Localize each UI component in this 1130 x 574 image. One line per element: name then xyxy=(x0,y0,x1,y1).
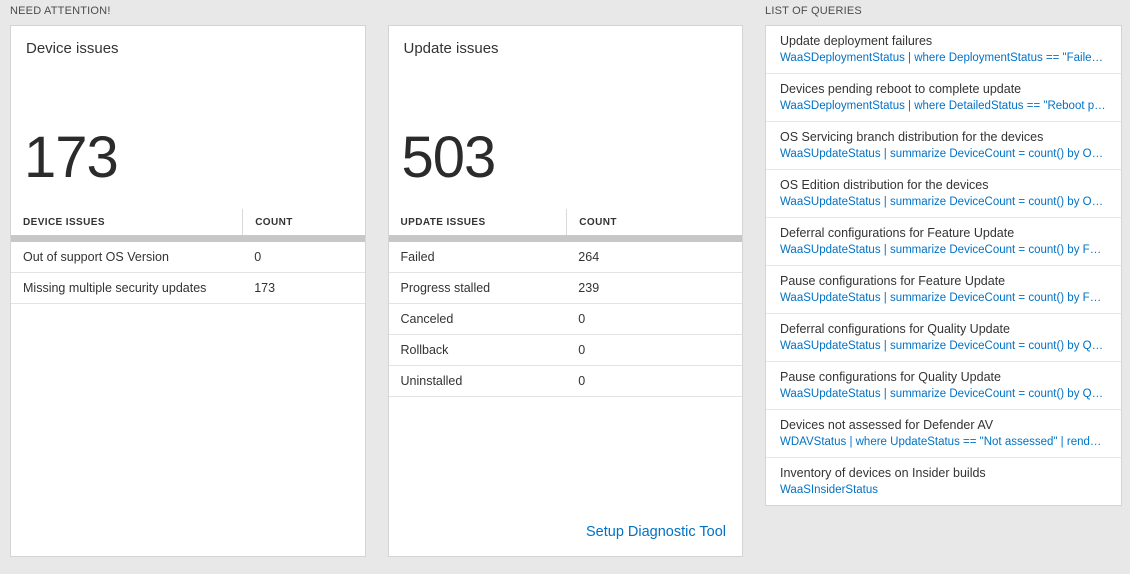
query-title: Devices not assessed for Defender AV xyxy=(780,418,994,432)
query-link[interactable]: WaaSUpdateStatus | summarize DeviceCount… xyxy=(780,388,1107,400)
query-item[interactable]: Pause configurations for Feature Update … xyxy=(766,266,1121,314)
issue-label: Progress stalled xyxy=(400,281,491,295)
device-table-header: DEVICE ISSUES COUNT xyxy=(11,209,365,236)
query-item[interactable]: Update deployment failures WaaSDeploymen… xyxy=(766,26,1121,74)
query-item[interactable]: OS Servicing branch distribution for the… xyxy=(766,122,1121,170)
table-row[interactable]: Progress stalled 239 xyxy=(388,273,742,304)
query-link[interactable]: WaaSUpdateStatus | summarize DeviceCount… xyxy=(780,340,1107,352)
issue-label: Rollback xyxy=(400,343,449,357)
issue-count: 0 xyxy=(578,343,586,357)
query-link[interactable]: WaaSDeploymentStatus | where DeploymentS… xyxy=(780,52,1107,64)
query-title: Update deployment failures xyxy=(780,34,933,48)
table-row[interactable]: Failed 264 xyxy=(388,242,742,273)
issue-count: 264 xyxy=(578,250,600,264)
device-table-horizontal-scrollbar[interactable] xyxy=(11,236,365,242)
query-link[interactable]: WaaSUpdateStatus | summarize DeviceCount… xyxy=(780,148,1107,160)
query-item[interactable]: Devices pending reboot to complete updat… xyxy=(766,74,1121,122)
query-link[interactable]: WaaSUpdateStatus | summarize DeviceCount… xyxy=(780,292,1107,304)
setup-diagnostic-tool-link[interactable]: Setup Diagnostic Tool xyxy=(586,524,726,540)
query-item[interactable]: Deferral configurations for Feature Upda… xyxy=(766,218,1121,266)
query-item[interactable]: Inventory of devices on Insider builds W… xyxy=(766,458,1121,505)
issue-count: 0 xyxy=(578,374,586,388)
update-table-horizontal-scrollbar[interactable] xyxy=(388,236,742,242)
issue-label: Out of support OS Version xyxy=(23,250,169,264)
issue-count: 173 xyxy=(254,281,276,295)
device-issues-tile[interactable]: Device issues 173 DEVICE ISSUES COUNT Ou… xyxy=(10,25,366,557)
issue-label: Failed xyxy=(400,250,435,264)
query-link[interactable]: WaaSUpdateStatus | summarize DeviceCount… xyxy=(780,196,1107,208)
query-title: Pause configurations for Feature Update xyxy=(780,274,1006,288)
update-tile-empty-space xyxy=(389,397,743,511)
query-title: Deferral configurations for Feature Upda… xyxy=(780,226,1015,240)
need-attention-header: NEED ATTENTION! xyxy=(10,5,111,17)
device-tile-empty-space xyxy=(11,304,365,556)
update-issues-title: Update issues xyxy=(403,40,499,57)
table-row[interactable]: Canceled 0 xyxy=(388,304,742,335)
update-tile-footer: Setup Diagnostic Tool xyxy=(389,511,743,556)
query-title: Pause configurations for Quality Update xyxy=(780,370,1001,384)
query-link[interactable]: WaaSDeploymentStatus | where DetailedSta… xyxy=(780,100,1107,112)
query-link[interactable]: WaaSUpdateStatus | summarize DeviceCount… xyxy=(780,244,1107,256)
queries-panel: Update deployment failures WaaSDeploymen… xyxy=(765,25,1122,506)
query-item[interactable]: Pause configurations for Quality Update … xyxy=(766,362,1121,410)
need-attention-section: NEED ATTENTION! Device issues 173 DEVICE… xyxy=(10,5,743,557)
update-table-header-label: UPDATE ISSUES xyxy=(400,217,486,228)
query-title: Deferral configurations for Quality Upda… xyxy=(780,322,1010,336)
update-issues-tile[interactable]: Update issues 503 UPDATE ISSUES COUNT Fa… xyxy=(387,25,743,557)
update-issues-table: UPDATE ISSUES COUNT Failed 264 Progress … xyxy=(388,209,742,397)
query-title: Inventory of devices on Insider builds xyxy=(780,466,986,480)
query-title: Devices pending reboot to complete updat… xyxy=(780,82,1022,96)
issue-count: 0 xyxy=(254,250,262,264)
table-row[interactable]: Missing multiple security updates 173 xyxy=(11,273,365,304)
table-row[interactable]: Uninstalled 0 xyxy=(388,366,742,397)
dashboard: NEED ATTENTION! Device issues 173 DEVICE… xyxy=(10,5,1122,557)
query-link[interactable]: WaaSInsiderStatus xyxy=(780,484,879,496)
issue-label: Canceled xyxy=(400,312,454,326)
device-issues-table: DEVICE ISSUES COUNT Out of support OS Ve… xyxy=(11,209,365,304)
query-title: OS Edition distribution for the devices xyxy=(780,178,989,192)
device-issues-count: 173 xyxy=(24,125,119,190)
queries-section: LIST OF QUERIES Update deployment failur… xyxy=(765,5,1122,557)
update-table-header-count: COUNT xyxy=(566,209,742,235)
query-link[interactable]: WDAVStatus | where UpdateStatus == "Not … xyxy=(780,436,1107,448)
update-table-header: UPDATE ISSUES COUNT xyxy=(388,209,742,236)
list-of-queries-header: LIST OF QUERIES xyxy=(765,5,862,17)
issue-label: Missing multiple security updates xyxy=(23,281,207,295)
device-table-header-count: COUNT xyxy=(242,209,364,235)
query-item[interactable]: OS Edition distribution for the devices … xyxy=(766,170,1121,218)
table-row[interactable]: Out of support OS Version 0 xyxy=(11,242,365,273)
device-issues-title: Device issues xyxy=(26,40,119,57)
device-table-header-label: DEVICE ISSUES xyxy=(23,217,105,228)
query-item[interactable]: Deferral configurations for Quality Upda… xyxy=(766,314,1121,362)
query-title: OS Servicing branch distribution for the… xyxy=(780,130,1044,144)
query-item[interactable]: Devices not assessed for Defender AV WDA… xyxy=(766,410,1121,458)
table-row[interactable]: Rollback 0 xyxy=(388,335,742,366)
update-issues-count: 503 xyxy=(401,125,497,190)
issue-count: 239 xyxy=(578,281,600,295)
issue-count: 0 xyxy=(578,312,586,326)
cards-row: Device issues 173 DEVICE ISSUES COUNT Ou… xyxy=(10,25,743,557)
issue-label: Uninstalled xyxy=(400,374,463,388)
